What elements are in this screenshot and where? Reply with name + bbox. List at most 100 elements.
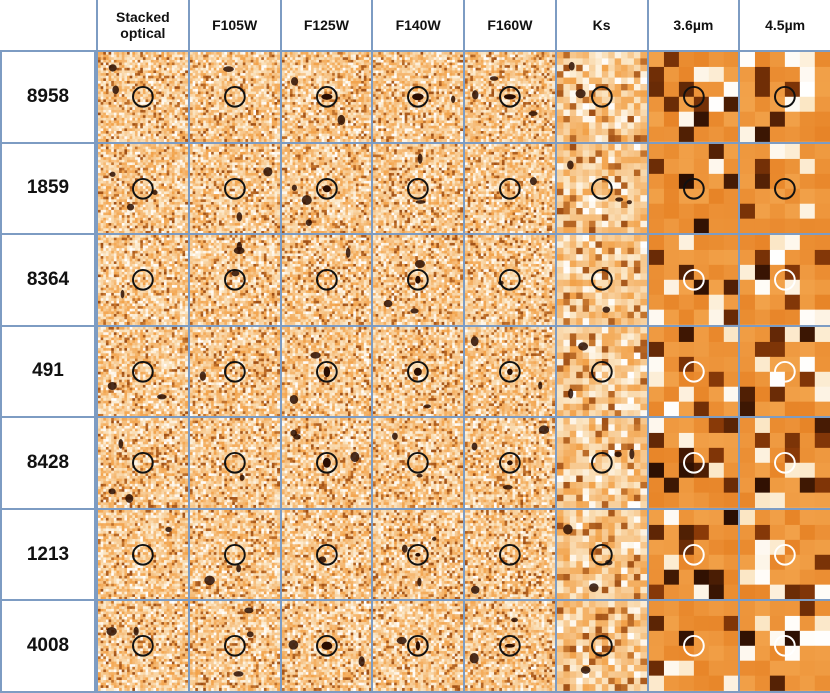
- aperture-circle: [682, 452, 705, 474]
- cutout-image: [96, 509, 188, 602]
- aperture-circle: [499, 177, 521, 200]
- column-header: Stacked optical: [96, 0, 188, 52]
- cutout-image: [554, 326, 647, 419]
- aperture-circle: [682, 360, 705, 383]
- cutout-image: [463, 509, 555, 602]
- aperture-circle: [407, 85, 429, 108]
- aperture-circle: [315, 635, 338, 658]
- cutout-image: [646, 601, 739, 693]
- aperture-circle: [590, 269, 613, 291]
- cutout-image: [187, 326, 280, 419]
- aperture-circle: [223, 85, 246, 108]
- object-id-label: 1213: [0, 509, 96, 602]
- cutout-image: [96, 143, 188, 236]
- cutout-image: [187, 601, 280, 693]
- cutout-image: [463, 601, 555, 693]
- cutout-image: [738, 143, 830, 236]
- aperture-circle: [407, 635, 429, 658]
- aperture-circle: [315, 360, 338, 383]
- cutout-image: [646, 509, 739, 602]
- aperture-circle: [499, 543, 521, 566]
- object-id-label: 8364: [0, 235, 96, 327]
- aperture-circle: [590, 177, 613, 200]
- cutout-image: [646, 418, 739, 510]
- cutout-image: [554, 143, 647, 236]
- column-header: 4.5µm: [738, 0, 830, 52]
- aperture-circle: [682, 635, 705, 658]
- cutout-image: [554, 418, 647, 510]
- cutout-image: [279, 509, 372, 602]
- cutout-image: [371, 52, 463, 144]
- aperture-circle: [590, 452, 613, 474]
- cutout-image: [554, 509, 647, 602]
- aperture-circle: [315, 269, 338, 291]
- object-id-label: 491: [0, 326, 96, 419]
- cutout-image: [463, 326, 555, 419]
- aperture-circle: [132, 269, 154, 291]
- aperture-circle: [682, 85, 705, 108]
- aperture-circle: [590, 543, 613, 566]
- aperture-circle: [315, 177, 338, 200]
- object-id-label: 4008: [0, 601, 96, 693]
- aperture-circle: [590, 635, 613, 658]
- cutout-image: [187, 235, 280, 327]
- cutout-image: [738, 601, 830, 693]
- cutout-image: [96, 601, 188, 693]
- column-header: 3.6µm: [646, 0, 739, 52]
- cutout-image: [371, 326, 463, 419]
- column-header: F140W: [371, 0, 463, 52]
- aperture-circle: [223, 360, 246, 383]
- cutout-image: [738, 235, 830, 327]
- cutout-image: [279, 143, 372, 236]
- aperture-circle: [590, 360, 613, 383]
- object-id-label: 8958: [0, 52, 96, 144]
- aperture-circle: [315, 543, 338, 566]
- aperture-circle: [407, 269, 429, 291]
- aperture-circle: [499, 635, 521, 658]
- aperture-circle: [774, 543, 796, 566]
- cutout-image: [371, 418, 463, 510]
- aperture-circle: [774, 177, 796, 200]
- cutout-image: [96, 52, 188, 144]
- aperture-circle: [590, 85, 613, 108]
- aperture-circle: [774, 360, 796, 383]
- cutout-image: [371, 235, 463, 327]
- column-header: F105W: [187, 0, 280, 52]
- cutout-image: [646, 235, 739, 327]
- cutout-image: [738, 52, 830, 144]
- cutout-image: [738, 326, 830, 419]
- object-id-label: 8428: [0, 418, 96, 510]
- column-header: F125W: [279, 0, 372, 52]
- cutout-image: [279, 235, 372, 327]
- aperture-circle: [407, 452, 429, 474]
- cutout-image: [463, 52, 555, 144]
- cutout-image: [554, 601, 647, 693]
- cutout-image: [463, 235, 555, 327]
- cutout-image: [646, 143, 739, 236]
- aperture-circle: [499, 360, 521, 383]
- aperture-circle: [407, 543, 429, 566]
- aperture-circle: [223, 269, 246, 291]
- aperture-circle: [774, 452, 796, 474]
- aperture-circle: [774, 85, 796, 108]
- cutout-image: [463, 418, 555, 510]
- cutout-image: [646, 326, 739, 419]
- cutout-image: [187, 418, 280, 510]
- aperture-circle: [315, 452, 338, 474]
- aperture-circle: [682, 269, 705, 291]
- aperture-circle: [682, 543, 705, 566]
- header-corner: [0, 0, 96, 52]
- aperture-circle: [132, 360, 154, 383]
- aperture-circle: [223, 452, 246, 474]
- cutout-image: [279, 418, 372, 510]
- aperture-circle: [315, 85, 338, 108]
- cutout-image: [187, 143, 280, 236]
- aperture-circle: [132, 85, 154, 108]
- cutout-image: [554, 52, 647, 144]
- aperture-circle: [499, 85, 521, 108]
- aperture-circle: [223, 177, 246, 200]
- cutout-image: [371, 601, 463, 693]
- cutout-image: [279, 601, 372, 693]
- cutout-image: [371, 143, 463, 236]
